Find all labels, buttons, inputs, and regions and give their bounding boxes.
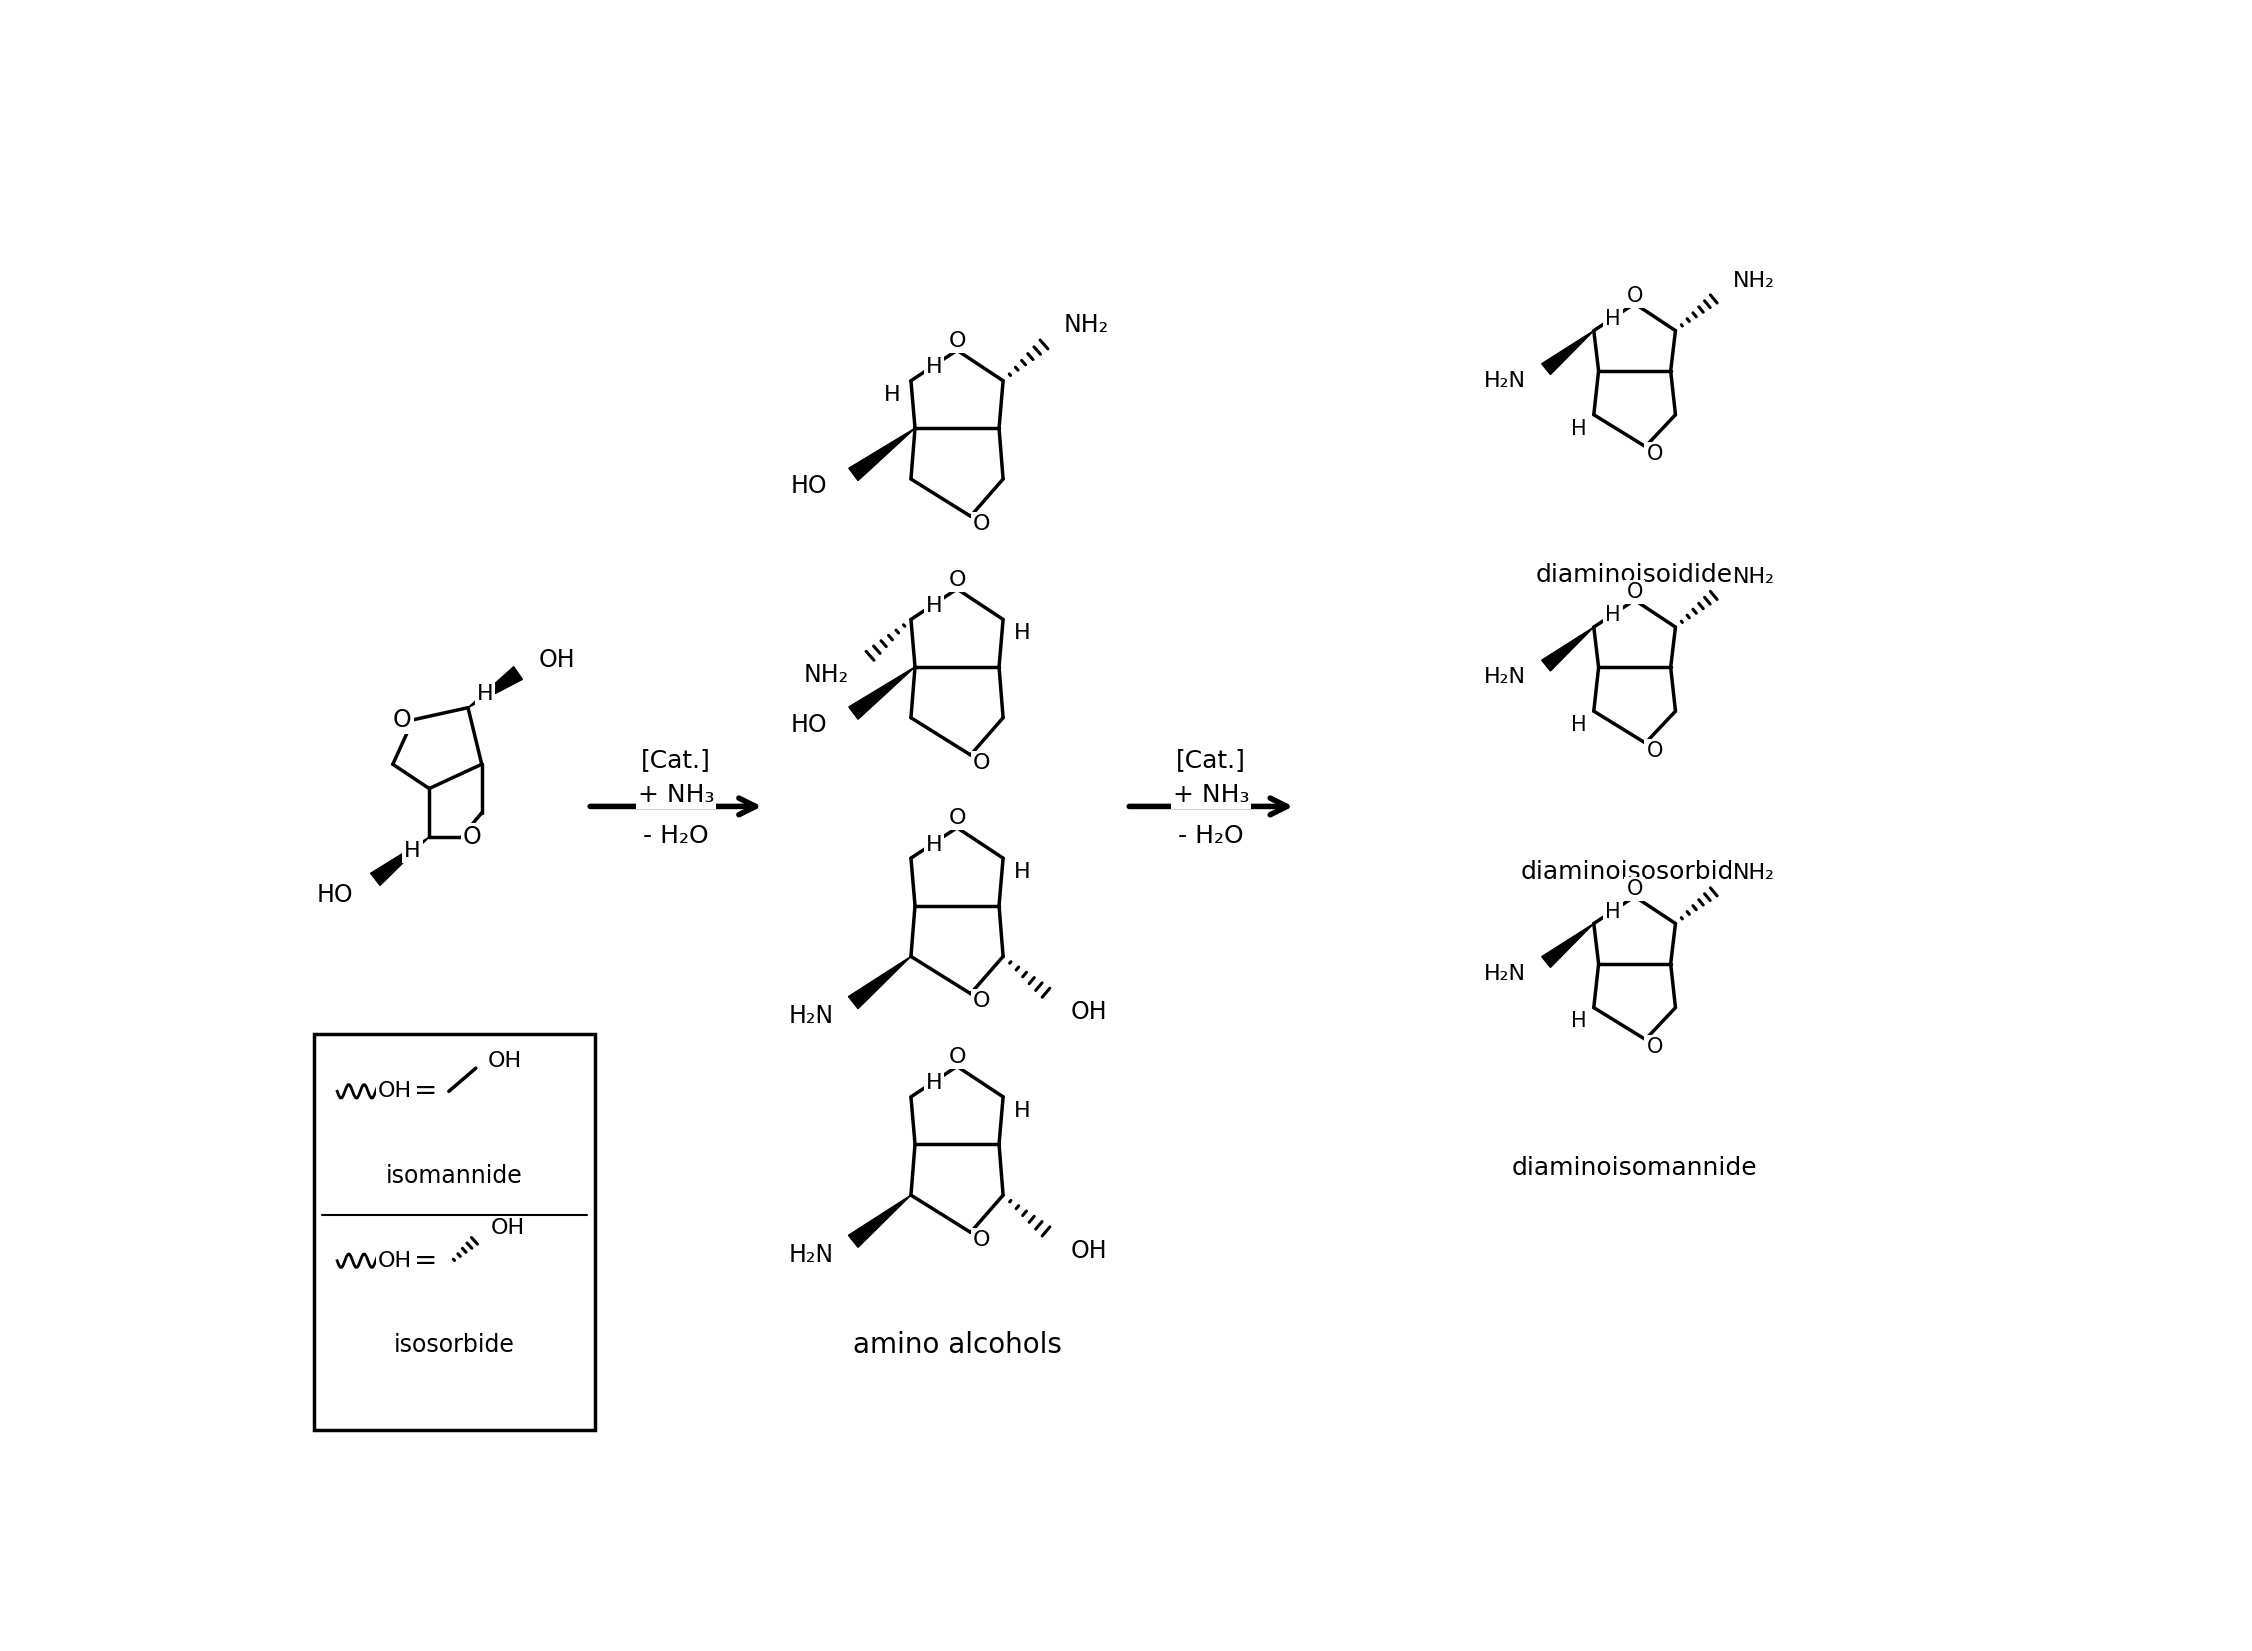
Text: O: O bbox=[1646, 741, 1662, 761]
Text: H: H bbox=[1570, 419, 1585, 439]
Polygon shape bbox=[849, 667, 914, 720]
Text: HO: HO bbox=[790, 474, 826, 499]
Text: H: H bbox=[1013, 624, 1031, 644]
Text: H₂N: H₂N bbox=[788, 1243, 833, 1268]
Text: amino alcohols: amino alcohols bbox=[854, 1331, 1061, 1359]
Text: diaminoisoidide: diaminoisoidide bbox=[1536, 563, 1734, 588]
Text: OH: OH bbox=[378, 1081, 412, 1101]
Text: O: O bbox=[464, 826, 482, 849]
Text: O: O bbox=[973, 1230, 991, 1250]
Text: NH₂: NH₂ bbox=[1734, 271, 1775, 291]
Text: H: H bbox=[1606, 309, 1621, 329]
Text: H: H bbox=[926, 1073, 941, 1093]
Text: O: O bbox=[1626, 286, 1642, 305]
Text: diaminoisomannide: diaminoisomannide bbox=[1511, 1156, 1757, 1180]
Text: H: H bbox=[1606, 901, 1621, 921]
Polygon shape bbox=[1543, 627, 1594, 670]
Text: O: O bbox=[973, 991, 991, 1012]
Text: O: O bbox=[1626, 583, 1642, 603]
Polygon shape bbox=[1543, 330, 1594, 375]
Text: - H₂O: - H₂O bbox=[644, 824, 709, 847]
Text: O: O bbox=[948, 570, 966, 589]
Text: H: H bbox=[883, 385, 901, 404]
Text: - H₂O: - H₂O bbox=[1178, 824, 1243, 847]
Text: H₂N: H₂N bbox=[1484, 964, 1527, 984]
Text: H: H bbox=[926, 357, 941, 376]
Text: =: = bbox=[414, 1078, 437, 1105]
Text: O: O bbox=[1626, 878, 1642, 898]
Text: =: = bbox=[414, 1247, 437, 1275]
Text: HO: HO bbox=[318, 883, 354, 906]
Polygon shape bbox=[468, 667, 522, 708]
Polygon shape bbox=[849, 1195, 912, 1247]
Text: O: O bbox=[973, 753, 991, 773]
Text: OH: OH bbox=[538, 647, 574, 672]
Text: OH: OH bbox=[489, 1050, 522, 1070]
Text: OH: OH bbox=[378, 1251, 412, 1271]
Text: H: H bbox=[926, 596, 941, 616]
FancyBboxPatch shape bbox=[313, 1034, 595, 1430]
Text: O: O bbox=[392, 708, 412, 731]
Text: O: O bbox=[948, 332, 966, 352]
Text: diaminoisosorbide: diaminoisosorbide bbox=[1520, 860, 1750, 883]
Text: H₂N: H₂N bbox=[1484, 667, 1527, 687]
Text: O: O bbox=[973, 513, 991, 533]
Polygon shape bbox=[849, 428, 914, 480]
Text: NH₂: NH₂ bbox=[1734, 863, 1775, 883]
Text: isosorbide: isosorbide bbox=[394, 1334, 516, 1357]
Text: H: H bbox=[403, 840, 421, 860]
Text: OH: OH bbox=[491, 1218, 525, 1238]
Text: HO: HO bbox=[790, 713, 826, 736]
Text: NH₂: NH₂ bbox=[1734, 566, 1775, 588]
Text: OH: OH bbox=[1072, 1238, 1108, 1263]
Text: NH₂: NH₂ bbox=[804, 664, 849, 687]
Text: H: H bbox=[1013, 862, 1031, 882]
Text: + NH₃: + NH₃ bbox=[637, 783, 714, 807]
Text: H: H bbox=[1570, 1012, 1585, 1032]
Text: H: H bbox=[926, 835, 941, 855]
Text: H: H bbox=[1606, 606, 1621, 626]
Polygon shape bbox=[1543, 923, 1594, 967]
Text: isomannide: isomannide bbox=[385, 1164, 522, 1189]
Text: H: H bbox=[1013, 1101, 1031, 1121]
Text: + NH₃: + NH₃ bbox=[1173, 783, 1250, 807]
Text: NH₂: NH₂ bbox=[1063, 314, 1108, 337]
Polygon shape bbox=[849, 956, 912, 1009]
Text: H: H bbox=[1570, 715, 1585, 735]
Text: H₂N: H₂N bbox=[1484, 371, 1527, 391]
Text: H₂N: H₂N bbox=[788, 1004, 833, 1029]
Text: O: O bbox=[948, 809, 966, 829]
Text: [Cat.]: [Cat.] bbox=[642, 748, 712, 773]
Text: [Cat.]: [Cat.] bbox=[1176, 748, 1245, 773]
Text: H: H bbox=[477, 684, 493, 703]
Text: OH: OH bbox=[1072, 1001, 1108, 1024]
Polygon shape bbox=[372, 837, 430, 885]
Text: O: O bbox=[1646, 1037, 1662, 1057]
Text: O: O bbox=[948, 1047, 966, 1067]
Text: O: O bbox=[1646, 444, 1662, 464]
